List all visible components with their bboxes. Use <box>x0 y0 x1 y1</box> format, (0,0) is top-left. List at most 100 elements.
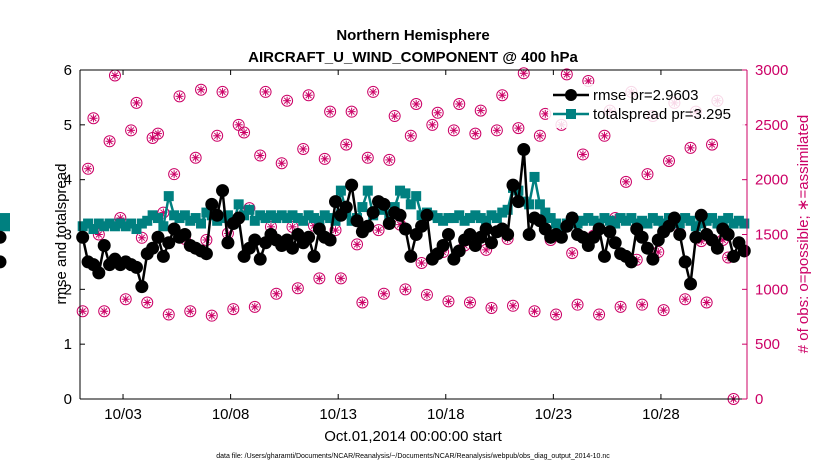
rmse-point <box>210 208 224 222</box>
right-tick-label: 1500 <box>755 227 788 244</box>
possible-point <box>254 149 267 162</box>
totalspread-point <box>255 210 266 221</box>
assimilated-point <box>444 297 453 306</box>
assimilated-point <box>616 302 625 311</box>
rmse-point <box>415 219 429 233</box>
possible-point <box>151 127 164 140</box>
totalspread-point <box>222 210 233 221</box>
rmse-point <box>216 184 230 198</box>
rmse-point <box>517 143 531 157</box>
possible-point <box>125 124 138 137</box>
possible-point <box>340 138 353 151</box>
assimilated-point <box>353 240 362 249</box>
assimilated-point <box>562 70 571 79</box>
possible-point <box>103 135 116 148</box>
totalspread-point <box>545 213 556 224</box>
totalspread-point <box>152 213 163 224</box>
assimilated-point <box>293 284 302 293</box>
totalspread-point <box>405 199 416 210</box>
assimilated-point <box>363 153 372 162</box>
totalspread-point <box>674 218 685 229</box>
x-tick-label: 10/13 <box>319 406 357 423</box>
right-tick-label: 0 <box>755 391 763 408</box>
possible-point <box>173 90 186 103</box>
totalspread-point <box>637 215 648 226</box>
assimilated-point <box>417 259 426 268</box>
totalspread-point <box>158 221 169 232</box>
totalspread-point <box>0 221 10 232</box>
assimilated-point <box>234 120 243 129</box>
rmse-point <box>151 230 165 244</box>
possible-point <box>404 129 417 142</box>
rmse-point <box>329 195 343 209</box>
assimilated-point <box>320 154 329 163</box>
assimilated-point <box>487 303 496 312</box>
totalspread-point <box>314 215 325 226</box>
totalspread-point <box>411 191 422 202</box>
possible-point <box>130 96 143 109</box>
assimilated-point <box>186 307 195 316</box>
totalspread-point <box>448 213 459 224</box>
totalspread-point <box>486 210 497 221</box>
assimilated-point <box>638 300 647 309</box>
rmse-point <box>592 222 606 236</box>
rmse-point <box>603 225 617 239</box>
assimilated-point <box>595 310 604 319</box>
totalspread-point <box>491 213 502 224</box>
right-tick-label: 1000 <box>755 281 788 298</box>
assimilated-point <box>175 92 184 101</box>
assimilated-point <box>390 112 399 121</box>
assimilated-point <box>708 140 717 149</box>
rmse-point <box>737 244 751 258</box>
totalspread-point <box>104 218 115 229</box>
assimilated-point <box>471 129 480 138</box>
assimilated-point <box>374 226 383 235</box>
totalspread-point <box>319 210 330 221</box>
rmse-point <box>366 206 380 220</box>
legend-rmse-marker <box>565 89 577 101</box>
possible-point <box>275 157 288 170</box>
totalspread-point <box>298 215 309 226</box>
rmse-point <box>285 241 299 255</box>
possible-point <box>442 295 455 308</box>
x-tick-label: 10/18 <box>427 406 465 423</box>
totalspread-point <box>325 213 336 224</box>
possible-point <box>399 283 412 296</box>
rmse-point <box>624 255 638 269</box>
totalspread-point <box>572 218 583 229</box>
totalspread-point <box>233 199 244 210</box>
assimilated-point <box>137 233 146 242</box>
rmse-point <box>479 222 493 236</box>
rmse-point <box>710 241 724 255</box>
totalspread-point <box>610 218 621 229</box>
totalspread-point <box>583 213 594 224</box>
assimilated-point <box>530 307 539 316</box>
y-axis-label-right: # of obs: o=possible; ∗=assimilated <box>795 115 812 354</box>
totalspread-point <box>303 210 314 221</box>
assimilated-point <box>573 300 582 309</box>
possible-point <box>211 129 224 142</box>
possible-point <box>227 303 240 316</box>
assimilated-point <box>304 91 313 100</box>
rmse-point <box>129 260 143 274</box>
left-axis-ticks: 0 1 2 3 4 5 6 <box>64 62 85 408</box>
rmse-point <box>146 241 160 255</box>
possible-point <box>533 129 546 142</box>
assimilated-point <box>240 128 249 137</box>
assimilated-point <box>665 157 674 166</box>
totalspread-point <box>464 213 475 224</box>
totalspread-point <box>577 215 588 226</box>
possible-point <box>313 272 326 285</box>
possible-point <box>614 300 627 313</box>
rmse-point <box>727 249 741 263</box>
totalspread-point <box>690 221 701 232</box>
possible-point <box>291 282 304 295</box>
possible-point <box>356 296 369 309</box>
possible-point <box>474 104 487 117</box>
assimilated-point <box>299 144 308 153</box>
totalspread-point <box>696 218 707 229</box>
possible-point <box>297 142 310 155</box>
possible-point <box>238 126 251 139</box>
totalspread-point <box>620 215 631 226</box>
assimilated-point <box>519 69 528 78</box>
